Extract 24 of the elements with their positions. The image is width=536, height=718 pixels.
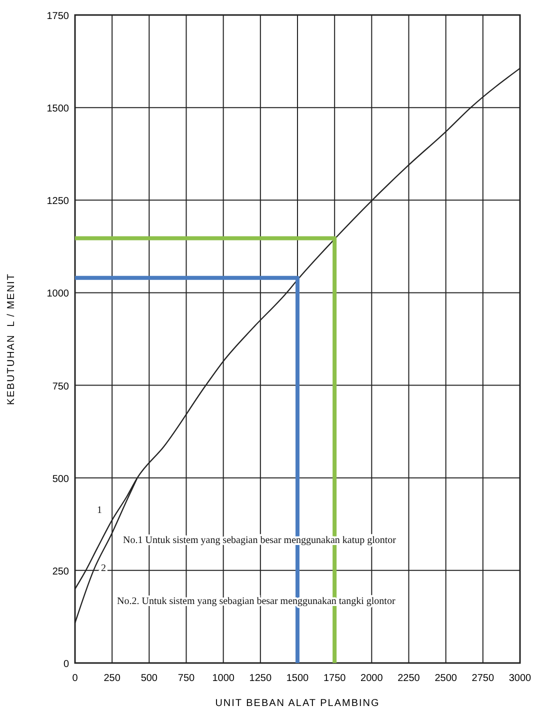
annotation: 1 (97, 505, 102, 516)
y-axis-title: KEBUTUHAN L / MENIT (6, 273, 17, 405)
y-tick-label: 1500 (46, 104, 70, 115)
y-tick-label: 250 (52, 566, 70, 578)
x-tick-label: 750 (178, 673, 196, 684)
x-tick-label: 1250 (249, 673, 272, 684)
x-axis-title: UNIT BEBAN ALAT PLAMBING (215, 698, 380, 709)
x-tick-label: 500 (140, 673, 158, 684)
y-tick-label: 1250 (46, 196, 70, 208)
x-tick-label: 1750 (323, 673, 346, 684)
x-tick-label: 1000 (212, 673, 235, 684)
y-tick-label: 0 (63, 659, 70, 670)
x-tick-label: 1500 (286, 673, 310, 684)
y-tick-label: 750 (52, 381, 70, 392)
x-tick-label: 0 (72, 673, 78, 684)
x-tick-label: 2500 (434, 673, 458, 684)
x-tick-label: 3000 (508, 673, 532, 684)
y-tick-label: 500 (52, 474, 70, 485)
y-tick-label: 1000 (46, 288, 70, 300)
x-tick-label: 2000 (360, 673, 384, 684)
x-tick-label: 250 (104, 673, 121, 684)
y-tick-label: 1750 (46, 11, 70, 22)
x-tick-label: 2750 (472, 673, 494, 684)
x-tick-label: 2250 (398, 673, 420, 684)
